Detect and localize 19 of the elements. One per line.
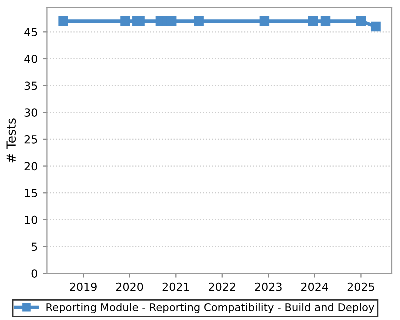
x-tick-label: 2022	[209, 282, 236, 292]
y-tick-label: 40	[24, 54, 38, 64]
legend-label: Reporting Module - Reporting Compatibility - Build and Deploy	[46, 303, 374, 314]
y-tick-label: 30	[24, 108, 38, 118]
y-axis-title: # Tests	[6, 118, 16, 163]
y-tick-label: 35	[24, 82, 38, 90]
y-tick-label: 20	[24, 162, 38, 171]
x-tick-label: 2020	[116, 282, 144, 292]
y-tick-label: 45	[24, 28, 38, 37]
y-tick-label: 25	[24, 135, 38, 144]
x-tick-label: 2025	[348, 282, 374, 292]
x-tick-label: 2023	[255, 282, 282, 292]
x-tick-label: 2024	[302, 282, 328, 292]
y-tick-label: 5	[32, 242, 38, 252]
y-tick-label: 15	[25, 189, 38, 198]
y-tick-label: 0	[32, 270, 38, 278]
x-tick-label: 2019	[70, 282, 97, 292]
y-tick-label: 10	[25, 216, 38, 224]
x-tick-label: 2021	[162, 282, 190, 292]
